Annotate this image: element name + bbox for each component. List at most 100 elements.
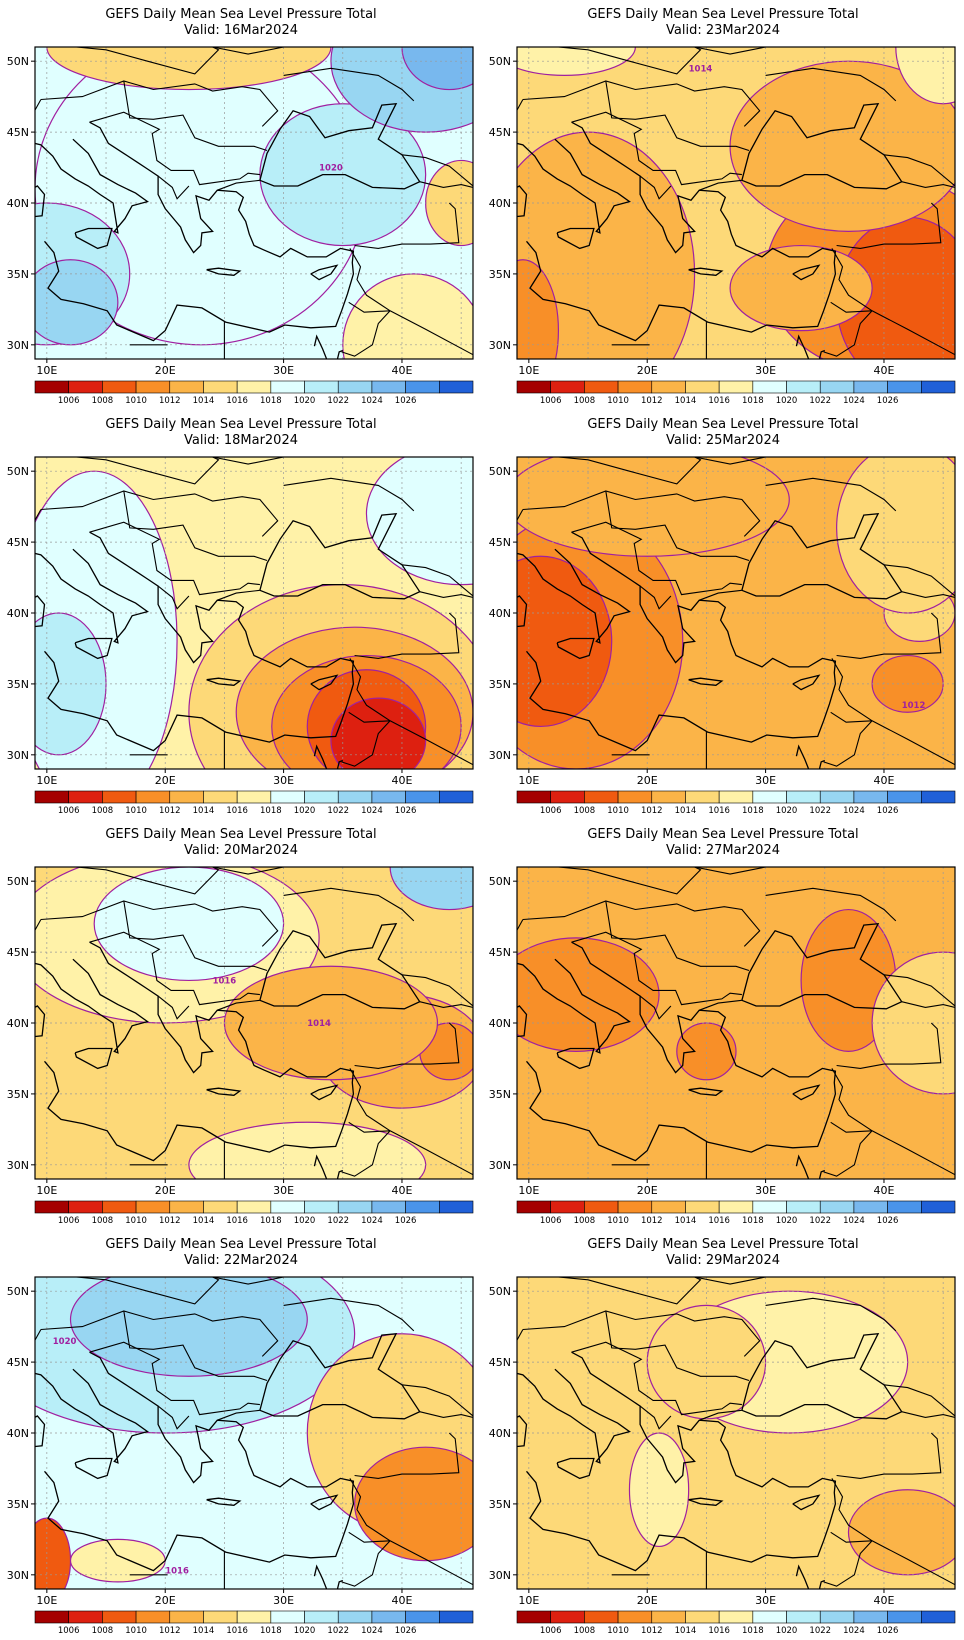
y-tick-label: 35N: [7, 1498, 29, 1511]
colorbar-label: 1016: [226, 1216, 248, 1226]
x-tick-label: 40E: [873, 774, 894, 787]
coastline: [74, 637, 113, 660]
y-tick-label: 45N: [7, 536, 29, 549]
country-border: [883, 974, 955, 1007]
pressure-region-1011: [354, 1446, 473, 1562]
colorbar-swatch: [169, 1200, 204, 1214]
colorbar-swatch: [786, 1200, 821, 1214]
x-tick-label: 30E: [755, 774, 776, 787]
colorbar-label: 1016: [708, 1216, 730, 1226]
country-border: [349, 248, 473, 356]
y-tick-label: 30N: [489, 749, 511, 762]
colorbar-label: 1022: [809, 1216, 831, 1226]
colorbar-swatch: [68, 1200, 103, 1214]
pressure-region-1013: [729, 244, 873, 332]
colorbar-label: 1012: [159, 806, 181, 816]
coastline: [741, 922, 903, 1010]
coastline: [792, 1494, 821, 1511]
colorbar-swatch: [651, 790, 686, 804]
colorbar-swatch: [685, 1200, 720, 1214]
country-border: [419, 1001, 473, 1008]
coastline: [313, 744, 344, 769]
colorbar-swatch: [270, 790, 305, 804]
colorbar-label: 1006: [540, 1626, 562, 1636]
colorbar-swatch: [752, 380, 787, 394]
country-border: [349, 658, 473, 766]
colorbar-swatch: [102, 380, 137, 394]
coastline: [472, 351, 473, 352]
colorbar-label: 1018: [260, 806, 282, 816]
country-border: [517, 1329, 524, 1342]
colorbar-swatch: [68, 1610, 103, 1624]
map-panel-2: GEFS Daily Mean Sea Level Pressure Total…: [489, 7, 956, 406]
coastline: [472, 142, 473, 144]
x-tick-label: 40E: [391, 364, 412, 377]
pressure-region-1025: [401, 47, 473, 91]
country-border: [517, 509, 524, 522]
pressure-region-1015: [46, 47, 332, 91]
colorbar-swatch: [853, 790, 888, 804]
colorbar-swatch: [135, 1200, 171, 1214]
country-border: [35, 509, 42, 522]
coastline: [954, 1171, 955, 1172]
y-tick-label: 45N: [7, 126, 29, 139]
coastline: [310, 1494, 339, 1511]
y-tick-label: 30N: [489, 1159, 511, 1172]
panel-valid-date: Valid: 20Mar2024: [184, 843, 298, 858]
coastline: [954, 552, 955, 554]
coastline: [35, 1005, 46, 1038]
colorbar-label: 1008: [574, 806, 596, 816]
x-tick-label: 30E: [273, 1594, 294, 1607]
x-tick-label: 20E: [155, 364, 176, 377]
country-border: [823, 310, 873, 357]
pressure-region-1016: [517, 47, 636, 76]
country-border: [89, 931, 260, 1006]
colorbar-label: 1026: [877, 1626, 899, 1636]
colorbar-label: 1006: [540, 1216, 562, 1226]
colorbar-label: 1018: [742, 396, 764, 406]
country-border: [283, 477, 415, 512]
colorbar-swatch: [550, 380, 585, 394]
colorbar-label: 1006: [540, 396, 562, 406]
colorbar-label: 1014: [675, 396, 697, 406]
map-panel-7: GEFS Daily Mean Sea Level Pressure Total…: [7, 1237, 474, 1636]
country-border: [836, 202, 942, 249]
x-tick-label: 40E: [391, 1184, 412, 1197]
country-border: [123, 1310, 268, 1382]
country-border: [571, 931, 742, 1006]
colorbar-label: 1010: [125, 1216, 147, 1226]
colorbar-swatch: [651, 1200, 686, 1214]
colorbar-label: 1012: [159, 396, 181, 406]
country-border: [212, 1277, 285, 1285]
country-border: [558, 867, 702, 895]
coastline: [517, 1005, 528, 1038]
country-border: [558, 457, 702, 485]
coastline: [556, 1457, 595, 1480]
coastline: [74, 1047, 113, 1070]
colorbar-swatch: [786, 1610, 821, 1624]
pressure-region-1019: [365, 457, 473, 586]
x-tick-label: 10E: [518, 774, 539, 787]
y-tick-label: 45N: [489, 1356, 511, 1369]
country-border: [901, 181, 955, 188]
colorbar-label: 1012: [641, 1626, 663, 1636]
colorbar-swatch: [921, 380, 956, 394]
colorbar-swatch: [752, 790, 787, 804]
colorbar-swatch: [752, 1200, 787, 1214]
coastline: [35, 548, 149, 644]
coastline: [517, 1415, 528, 1448]
coastline: [35, 1368, 149, 1464]
colorbar-label: 1018: [260, 1216, 282, 1226]
x-tick-label: 30E: [755, 1594, 776, 1607]
country-border: [419, 1411, 473, 1418]
contour-label: 1016: [165, 1567, 189, 1577]
x-tick-label: 10E: [518, 1594, 539, 1607]
country-border: [157, 175, 190, 200]
coastline: [259, 1332, 421, 1420]
panel-title: GEFS Daily Mean Sea Level Pressure Total: [105, 827, 376, 842]
country-border: [212, 47, 285, 55]
coastline: [954, 1372, 955, 1374]
colorbar-swatch: [921, 790, 956, 804]
colorbar-label: 1022: [809, 1626, 831, 1636]
colorbar-label: 1014: [675, 1626, 697, 1636]
